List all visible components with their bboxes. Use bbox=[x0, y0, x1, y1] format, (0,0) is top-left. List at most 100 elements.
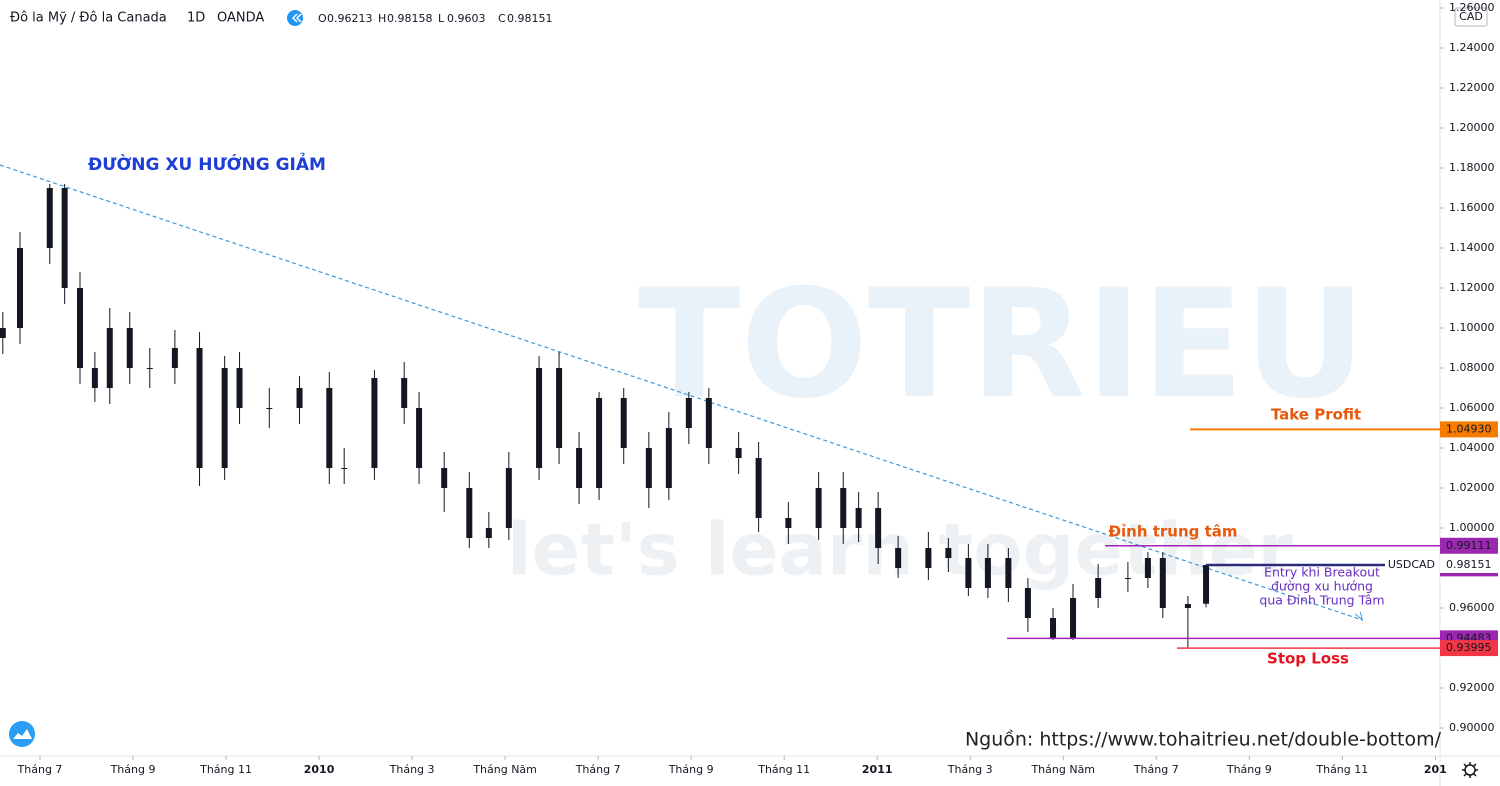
candle-body bbox=[840, 488, 847, 528]
collapse-button[interactable] bbox=[287, 10, 303, 26]
candle-body bbox=[620, 398, 627, 448]
annotation: Entry khi Breakout bbox=[1264, 565, 1380, 580]
last-price-label: 0.98151 bbox=[1446, 558, 1492, 571]
x-tick-label: Tháng 3 bbox=[389, 763, 435, 776]
trendline bbox=[0, 164, 1363, 621]
candle-body bbox=[556, 368, 563, 448]
x-tick-label: Tháng 9 bbox=[110, 763, 156, 776]
ohlc-value: 0.98151 bbox=[507, 12, 553, 25]
candle-body bbox=[1124, 578, 1131, 579]
y-tick-label: 1.18000 bbox=[1449, 161, 1495, 174]
y-tick-label: 0.96000 bbox=[1449, 601, 1495, 614]
ticker: USDCAD bbox=[1388, 558, 1435, 571]
candle-body bbox=[925, 548, 932, 568]
currency: CAD bbox=[1459, 10, 1483, 23]
collapse-icon bbox=[291, 13, 302, 23]
x-tick-label: 2010 bbox=[304, 763, 335, 776]
candle-body bbox=[1144, 558, 1151, 578]
x-tick-label: Tháng 3 bbox=[947, 763, 993, 776]
candle-body bbox=[326, 388, 333, 468]
candle-body bbox=[1203, 564, 1210, 604]
level-tag bbox=[1440, 421, 1498, 438]
source-note: Nguồn: https://www.tohaitrieu.net/double… bbox=[965, 729, 1442, 751]
y-tick-label: 1.26000 bbox=[1449, 1, 1495, 14]
candle-body bbox=[596, 398, 603, 488]
y-tick-label: 1.06000 bbox=[1449, 401, 1495, 414]
x-tick-label: Tháng 7 bbox=[575, 763, 621, 776]
last-price-tag bbox=[1440, 556, 1498, 573]
candle-body bbox=[965, 558, 972, 588]
y-tick-label: 0.90000 bbox=[1449, 721, 1495, 734]
candle-body bbox=[106, 328, 113, 388]
annotation: ĐƯỜNG XU HƯỚNG GIẢM bbox=[88, 152, 326, 175]
candle-body bbox=[505, 468, 512, 528]
candle-body bbox=[17, 248, 23, 328]
candle-body bbox=[895, 548, 902, 568]
interval: 1D bbox=[187, 11, 205, 26]
source: OANDA bbox=[217, 11, 264, 26]
candle-body bbox=[1095, 578, 1102, 598]
x-tick-label: Tháng Năm bbox=[472, 763, 537, 776]
candle-body bbox=[1070, 598, 1077, 638]
candle-body bbox=[1159, 558, 1166, 608]
candle-body bbox=[371, 378, 378, 468]
y-tick-label: 0.92000 bbox=[1449, 681, 1495, 694]
candle-body bbox=[1024, 588, 1031, 618]
candle-body bbox=[46, 188, 53, 248]
candle-body bbox=[416, 408, 423, 468]
ohlc-value: 0.96213 bbox=[327, 12, 373, 25]
candle-body bbox=[77, 288, 83, 368]
logo[interactable] bbox=[9, 721, 35, 747]
y-tick-label: 1.08000 bbox=[1449, 361, 1495, 374]
y-tick-label: 1.16000 bbox=[1449, 201, 1495, 214]
candle-body bbox=[665, 428, 672, 488]
candle-body bbox=[945, 548, 952, 558]
x-tick-label: Tháng 11 bbox=[757, 763, 810, 776]
candle-body bbox=[466, 488, 473, 538]
ohlc-values: O 0.96213 H 0.98158 L 0.9603 C 0.98151 bbox=[318, 12, 553, 25]
y-tick-label: 1.14000 bbox=[1449, 241, 1495, 254]
level-tag bbox=[1440, 537, 1498, 554]
candle-body bbox=[645, 448, 652, 488]
trendline-arrow bbox=[1355, 611, 1364, 622]
ohlc-label: L bbox=[438, 12, 445, 25]
candle-body bbox=[441, 468, 448, 488]
candle-body bbox=[1050, 618, 1057, 638]
y-tick-label: 1.12000 bbox=[1449, 281, 1495, 294]
logo-mark bbox=[13, 729, 32, 739]
ohlc-label: H bbox=[378, 12, 386, 25]
candle-body bbox=[785, 518, 792, 528]
candle-body bbox=[685, 398, 692, 428]
candle-body bbox=[401, 378, 408, 408]
x-tick-label: Tháng 11 bbox=[199, 763, 252, 776]
x-tick-label: Tháng 11 bbox=[1315, 763, 1368, 776]
ohlc-label: O bbox=[318, 12, 327, 25]
candle-body bbox=[0, 328, 6, 338]
y-tick-label: 1.04000 bbox=[1449, 441, 1495, 454]
y-tick-label: 1.20000 bbox=[1449, 121, 1495, 134]
settings-icon bbox=[1462, 762, 1478, 778]
ohlc-value: 0.98158 bbox=[387, 12, 433, 25]
candle-body bbox=[705, 398, 712, 448]
currency-box[interactable] bbox=[1454, 7, 1488, 27]
annotation: Đỉnh trung tâm bbox=[1108, 523, 1237, 541]
candle-body bbox=[126, 328, 133, 368]
level-label: 0.93995 bbox=[1446, 641, 1492, 654]
x-tick-label: Tháng 7 bbox=[1133, 763, 1179, 776]
candle-body bbox=[855, 508, 862, 528]
candle-body bbox=[266, 408, 273, 409]
candle-body bbox=[485, 528, 492, 538]
x-tick-label: 2011 bbox=[862, 763, 893, 776]
candle-body bbox=[61, 188, 68, 288]
y-tick-label: 1.10000 bbox=[1449, 321, 1495, 334]
annotation: qua Đỉnh Trung Tâm bbox=[1259, 593, 1384, 608]
y-tick-label: 1.02000 bbox=[1449, 481, 1495, 494]
ohlc-label: C bbox=[498, 12, 506, 25]
x-tick-label: Tháng Năm bbox=[1030, 763, 1095, 776]
candle-body bbox=[171, 348, 178, 368]
settings-button[interactable] bbox=[1464, 764, 1476, 776]
y-tick-label: 1.24000 bbox=[1449, 41, 1495, 54]
y-tick-label: 1.00000 bbox=[1449, 521, 1495, 534]
candle-body bbox=[1005, 558, 1012, 588]
